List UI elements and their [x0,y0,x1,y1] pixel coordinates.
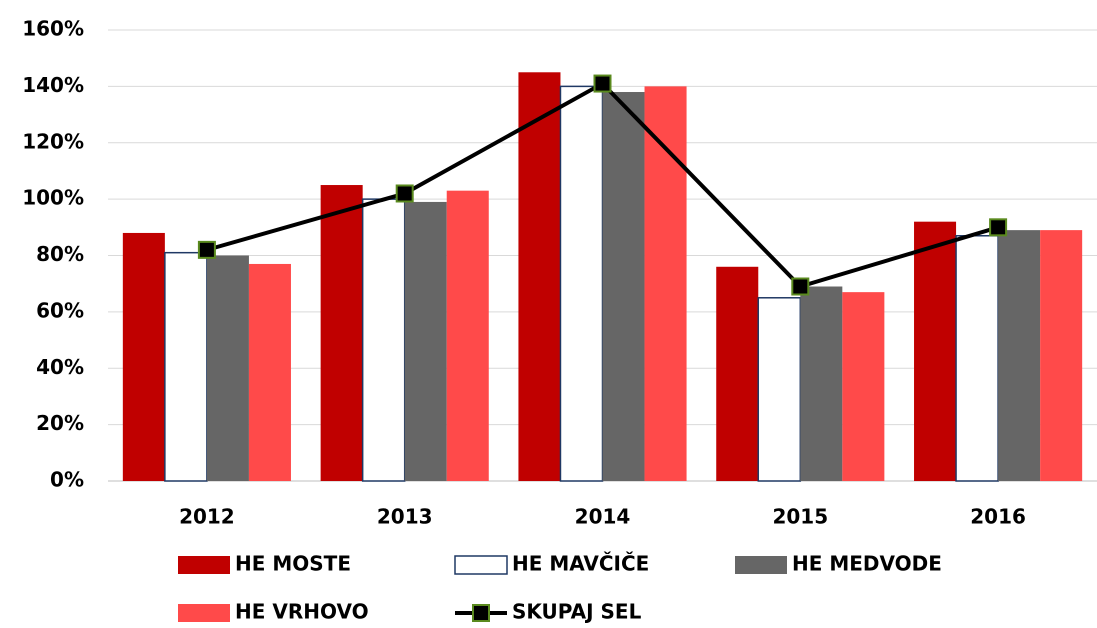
bar [559,85,604,482]
marker [395,184,414,203]
legend-swatch [735,556,787,574]
bar [1040,230,1083,481]
marker [593,74,612,93]
legend-label: SKUPAJ SEL [512,600,642,624]
marker [791,277,810,296]
legend-swatch [178,604,230,622]
x-tick-label: 2013 [377,505,433,529]
legend-label: HE MOSTE [235,552,351,576]
x-tick-label: 2012 [179,505,235,529]
bar [248,263,291,481]
y-tick-label: 140% [22,73,84,97]
bar [206,255,249,481]
y-tick-label: 100% [22,186,84,210]
legend-marker [472,604,490,622]
legend-swatch [454,555,508,575]
y-tick-label: 160% [22,17,84,41]
bar [518,72,561,481]
bar [757,297,802,482]
marker [197,240,216,259]
y-tick-label: 80% [36,242,84,266]
bar [164,251,208,482]
bar [914,221,957,482]
y-tick-label: 40% [36,355,84,379]
x-tick-label: 2016 [970,505,1026,529]
bar [644,86,687,481]
bar [998,230,1041,481]
bar [716,266,759,481]
marker [989,218,1008,237]
bar [955,235,999,482]
y-tick-label: 60% [36,298,84,322]
y-tick-label: 120% [22,129,84,153]
bar [361,198,406,482]
bar [122,232,165,481]
x-tick-label: 2015 [772,505,828,529]
y-tick-label: 0% [50,468,84,492]
legend-swatch [178,556,230,574]
y-tick-label: 20% [36,411,84,435]
bar [602,92,645,481]
bar [842,292,885,481]
legend-label: HE MEDVODE [792,552,942,576]
bar [800,286,843,481]
legend-label: HE VRHOVO [235,600,369,624]
bar [446,190,489,481]
x-tick-label: 2014 [575,505,631,529]
bar [404,201,447,481]
bar [320,185,363,481]
legend-label: HE MAVČIČE [512,552,649,576]
